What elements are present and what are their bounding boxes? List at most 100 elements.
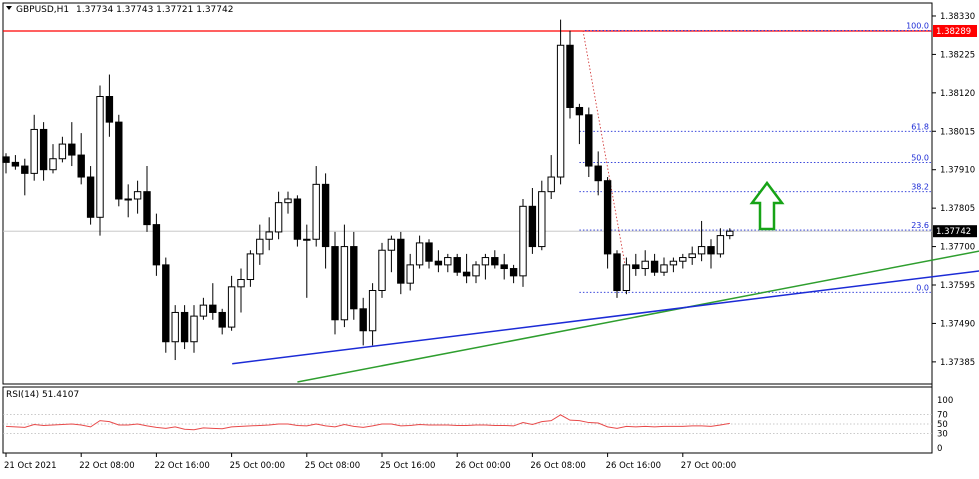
candle-bear — [2, 156, 10, 163]
rsi-tick-label: 70 — [937, 410, 948, 420]
candle-bull — [387, 238, 396, 251]
candle-bear — [11, 161, 20, 167]
resistance-price-label: 1.38289 — [936, 27, 971, 37]
axes-layer: 1.38330 1.38225 1.38120 1.38015 1.37910 1.378… — [4, 12, 977, 471]
candle-bull — [190, 315, 198, 343]
fib-level-label: 23.6 — [911, 221, 929, 230]
rsi-tick-label: 0 — [937, 444, 942, 454]
candle-bull — [378, 249, 386, 291]
candle-bull — [312, 183, 320, 240]
symbol-menu-icon[interactable] — [6, 6, 12, 10]
candle-bear — [77, 154, 85, 178]
candle-bear — [397, 238, 405, 284]
price-tick-label: 1.37385 — [940, 358, 975, 368]
candle-bear — [500, 264, 508, 270]
current-price-label: 1.37742 — [936, 227, 971, 237]
time-tick-label: 26 Oct 16:00 — [606, 461, 661, 471]
candle-bear — [566, 44, 574, 108]
candle-bear — [350, 246, 358, 310]
fib-level-label: 38.2 — [911, 183, 929, 192]
candle-bear — [509, 268, 518, 277]
candle-bull — [199, 304, 208, 317]
current-price-tag — [933, 225, 977, 238]
candle-bear — [68, 143, 76, 156]
price-tick-label: 1.37805 — [940, 204, 975, 214]
candle-bull — [679, 257, 687, 262]
price-tick-label: 1.38120 — [940, 89, 975, 99]
time-tick-label: 21 Oct 2021 — [4, 461, 57, 471]
candle-bear — [613, 253, 621, 291]
candle-bear — [105, 96, 114, 123]
price-tick-label: 1.37490 — [940, 319, 975, 329]
candle-bear — [528, 205, 537, 248]
candle-bull — [406, 264, 414, 284]
candle-bull — [519, 205, 527, 277]
time-tick-label: 26 Oct 08:00 — [530, 461, 585, 471]
candle-bear — [650, 260, 659, 273]
candle-bull — [227, 286, 236, 328]
candle-bull — [726, 230, 734, 237]
candles-layer — [2, 19, 734, 361]
candle-bear — [453, 257, 461, 273]
candle-bear — [434, 260, 443, 266]
main-pane-border — [2, 2, 933, 385]
resistance-price-tag — [933, 24, 977, 37]
candle-bull — [237, 279, 245, 288]
candle-bull — [415, 242, 424, 266]
candle-bear — [491, 257, 499, 266]
candle-bull — [171, 311, 179, 343]
fib-level-label: 100.0 — [906, 22, 929, 31]
time-tick-label: 26 Oct 00:00 — [455, 461, 510, 471]
price-tick-label: 1.37700 — [940, 243, 975, 253]
price-tick-label: 1.37595 — [940, 281, 975, 291]
indicator-layer — [3, 250, 979, 435]
candle-bull — [622, 264, 631, 291]
fib-level-label: 0.0 — [916, 283, 929, 292]
candle-bull — [274, 202, 283, 233]
candle-bull — [368, 289, 377, 332]
candle-bear — [21, 165, 29, 174]
support-trendline — [232, 270, 979, 365]
candle-bear — [462, 271, 471, 277]
candle-bull — [641, 260, 649, 270]
candle-bear — [143, 191, 151, 226]
candle-bull — [246, 253, 255, 281]
candle-bear — [39, 128, 48, 171]
candle-bull — [30, 128, 38, 174]
rsi-tick-label: 30 — [937, 430, 948, 440]
fib-diagonal-line — [582, 30, 631, 293]
time-tick-label: 27 Oct 00:00 — [681, 461, 736, 471]
candle-bull — [256, 238, 264, 255]
candle-bull — [688, 253, 696, 259]
candle-bear — [603, 180, 612, 255]
candle-bear — [575, 106, 584, 116]
candle-bear — [115, 121, 123, 200]
candle-bear — [293, 198, 302, 240]
price-tick-label: 1.38330 — [940, 12, 975, 22]
candle-bull — [303, 238, 311, 241]
candle-bull — [538, 191, 546, 248]
candle-bear — [707, 246, 715, 255]
rsi-tick-label: 100 — [937, 396, 953, 406]
candle-bear — [152, 224, 161, 266]
candle-bull — [124, 198, 132, 201]
candle-bear — [162, 264, 170, 343]
candle-bull — [58, 143, 67, 160]
time-tick-label: 25 Oct 00:00 — [230, 461, 285, 471]
candle-bull — [49, 158, 57, 171]
candle-bear — [632, 264, 640, 270]
fib-level-label: 61.8 — [911, 122, 929, 131]
candle-bull — [444, 257, 452, 266]
up-arrow-icon — [749, 180, 785, 231]
rsi-pane-border — [2, 386, 933, 454]
candle-bear — [425, 242, 433, 262]
candle-bear — [218, 311, 226, 328]
price-tick-label: 1.38015 — [940, 127, 975, 137]
candle-bull — [265, 231, 273, 240]
overlay-lines-layer: 100.0 61.8 50.0 38.2 23.6 0.0 — [3, 22, 932, 293]
candle-bear — [209, 304, 217, 313]
time-tick-label: 25 Oct 16:00 — [380, 461, 435, 471]
candle-bear — [594, 165, 602, 182]
